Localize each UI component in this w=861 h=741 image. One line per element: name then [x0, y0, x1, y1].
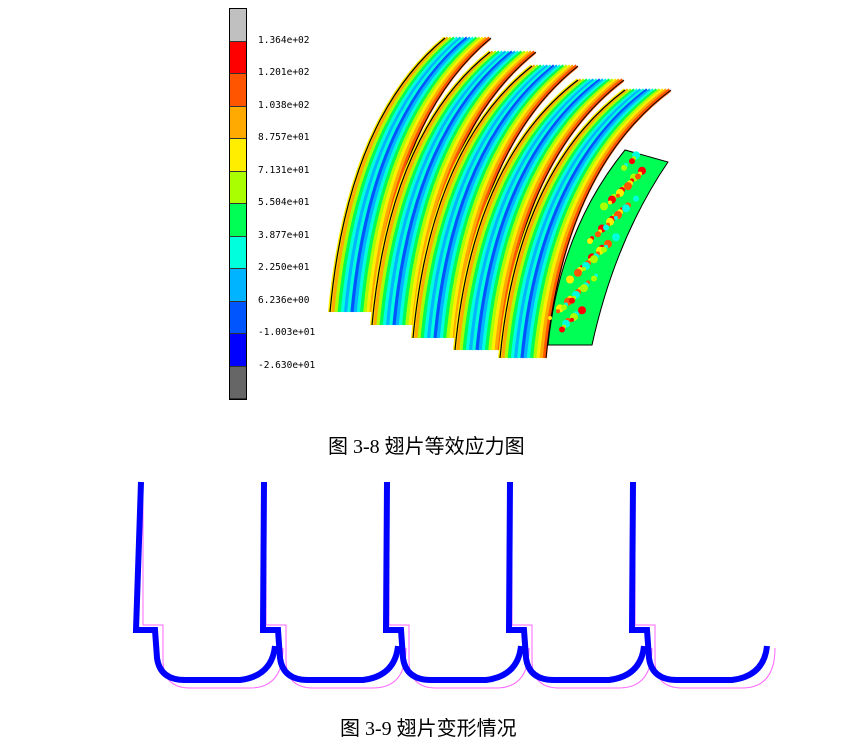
- figure-3-8-caption: 图 3-8 翅片等效应力图: [328, 436, 525, 458]
- legend-label: 1.038e+02: [258, 99, 310, 111]
- legend-band: [230, 9, 246, 42]
- legend-label: -1.003e+01: [258, 327, 316, 338]
- legend-band: [230, 334, 246, 367]
- fin-surface: [328, 36, 492, 313]
- fin-unit: [259, 481, 407, 689]
- legend-band: [230, 236, 246, 269]
- legend-band: [230, 106, 246, 139]
- legend-label: 6.236e+00: [258, 294, 310, 306]
- fin-unit: [505, 481, 653, 689]
- legend-label: 3.877e+01: [258, 229, 310, 241]
- legend-band: [230, 204, 246, 237]
- legend-label: 1.201e+02: [258, 67, 310, 78]
- legend-label: 2.250e+01: [258, 262, 310, 273]
- legend-label: 8.757e+01: [258, 132, 310, 143]
- legend-band: [230, 171, 246, 204]
- legend-label: 1.364e+02: [258, 34, 310, 46]
- figure-3-9-caption: 图 3-9 翅片变形情况: [340, 718, 517, 740]
- fin-end-face: [547, 149, 669, 346]
- legend-band: [230, 366, 246, 399]
- legend-band: [230, 41, 246, 74]
- fin-surface: [453, 78, 625, 351]
- fin-surface: [498, 88, 672, 359]
- legend-band: [230, 139, 246, 172]
- legend-label: -2.630e+01: [258, 359, 316, 371]
- legend-label: 7.131e+01: [258, 164, 310, 176]
- legend-band: [230, 74, 246, 107]
- legend-band: [230, 269, 246, 302]
- fin-unit: [628, 481, 776, 689]
- fin-unit: [382, 481, 530, 689]
- legend-label: 5.504e+01: [258, 197, 310, 208]
- fin-stress-contour-plot: [328, 36, 672, 359]
- legend-band: [230, 301, 246, 334]
- fin-unit: [132, 481, 284, 689]
- stress-color-legend: [229, 8, 247, 400]
